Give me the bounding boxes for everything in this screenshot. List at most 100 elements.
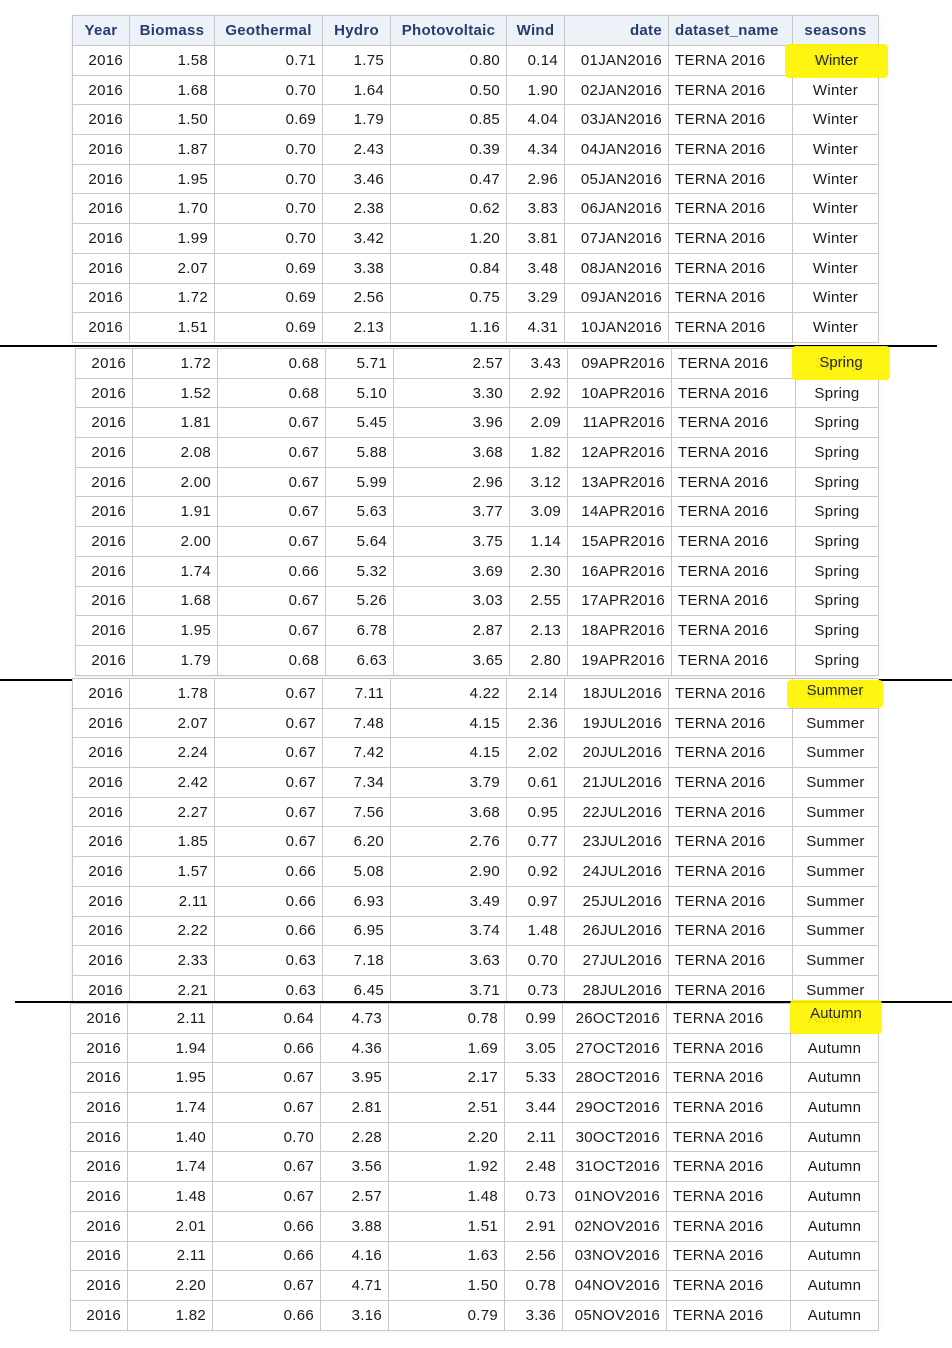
cell-dataset-name: TERNA 2016	[671, 526, 796, 557]
table-row[interactable]: 2016 2.24 0.67 7.42 4.15 2.02 20JUL2016 TERNA 2…	[72, 737, 879, 769]
table-row[interactable]: 2016 2.08 0.67 5.88 3.68 1.82 12APR2016 TERNA 2…	[75, 437, 879, 468]
table-row[interactable]: 2016 1.52 0.68 5.10 3.30 2.92 10APR2016 TERNA 2…	[75, 377, 879, 409]
table-row[interactable]: 2016 1.74 0.67 2.81 2.51 3.44 29OCT2016 TERNA 2…	[70, 1092, 879, 1123]
cell-year: 2016	[75, 437, 133, 468]
table-row[interactable]: 2016 1.50 0.69 1.79 0.85 4.04 03JAN2016 TERNA 2…	[72, 104, 879, 136]
cell-hydro: 7.18	[322, 945, 391, 976]
table-row[interactable]: 2016 2.42 0.67 7.34 3.79 0.61 21JUL2016 TERNA 2…	[72, 767, 879, 798]
table-row[interactable]: 2016 1.51 0.69 2.13 1.16 4.31 10JAN2016 TERNA 2…	[72, 312, 879, 343]
col-header-dataset-name[interactable]: dataset_name	[668, 15, 793, 46]
cell-biomass: 1.72	[129, 282, 215, 314]
cell-biomass: 1.99	[129, 223, 215, 254]
cell-photovoltaic: 2.87	[393, 615, 510, 646]
cell-date: 05NOV2016	[562, 1299, 667, 1331]
cell-biomass: 1.74	[127, 1092, 213, 1123]
table-row[interactable]: 2016 2.01 0.66 3.88 1.51 2.91 02NOV2016 TERNA 2…	[70, 1210, 879, 1242]
col-header-year[interactable]: Year	[72, 15, 130, 46]
col-header-biomass[interactable]: Biomass	[129, 15, 215, 46]
cell-biomass: 1.85	[129, 826, 215, 858]
cell-wind: 0.99	[504, 1003, 563, 1034]
cell-geothermal: 0.67	[214, 767, 323, 798]
cell-date: 16APR2016	[567, 555, 672, 587]
cell-season: Autumn	[790, 1121, 879, 1153]
cell-date: 08JAN2016	[564, 252, 669, 284]
cell-season: Summer	[792, 707, 879, 739]
cell-biomass: 1.52	[132, 377, 218, 409]
cell-date: 03JAN2016	[564, 104, 669, 136]
cell-hydro: 3.56	[320, 1151, 389, 1183]
cell-wind: 3.36	[504, 1299, 563, 1331]
table-row[interactable]: 2016 1.91 0.67 5.63 3.77 3.09 14APR2016 TERNA 2…	[75, 496, 879, 528]
table-row[interactable]: 2016 1.74 0.67 3.56 1.92 2.48 31OCT2016 TERNA 2…	[70, 1151, 879, 1183]
cell-hydro: 3.38	[322, 252, 391, 284]
table-row[interactable]: 2016 2.00 0.67 5.64 3.75 1.14 15APR2016 TERNA 2…	[75, 526, 879, 557]
table-row[interactable]: 2016 1.48 0.67 2.57 1.48 0.73 01NOV2016 TERNA 2…	[70, 1181, 879, 1212]
cell-date: 09APR2016	[567, 348, 672, 379]
table-row[interactable]: 2016 2.11 0.66 4.16 1.63 2.56 03NOV2016 TERNA 2…	[70, 1240, 879, 1272]
cell-year: 2016	[72, 193, 130, 225]
cell-date: 02JAN2016	[564, 74, 669, 106]
table-row[interactable]: 2016 1.58 0.71 1.75 0.80 0.14 01JAN2016 TERNA 2…	[72, 45, 879, 76]
table-row[interactable]: 2016 2.33 0.63 7.18 3.63 0.70 27JUL2016 TERNA 2…	[72, 945, 879, 976]
table-row[interactable]: 2016 1.78 0.67 7.11 4.22 2.14 18JUL2016 TERNA 2…	[72, 678, 879, 709]
table-row[interactable]: 2016 1.95 0.70 3.46 0.47 2.96 05JAN2016 TERNA 2…	[72, 163, 879, 195]
table-row[interactable]: 2016 1.82 0.66 3.16 0.79 3.36 05NOV2016 TERNA 2…	[70, 1299, 879, 1331]
table-row[interactable]: 2016 2.07 0.69 3.38 0.84 3.48 08JAN2016 TERNA 2…	[72, 252, 879, 284]
table-row[interactable]: 2016 2.20 0.67 4.71 1.50 0.78 04NOV2016 TERNA 2…	[70, 1270, 879, 1301]
table-row[interactable]: 2016 1.79 0.68 6.63 3.65 2.80 19APR2016 TERNA 2…	[75, 644, 879, 676]
cell-year: 2016	[72, 223, 130, 254]
table-row[interactable]: 2016 2.27 0.67 7.56 3.68 0.95 22JUL2016 TERNA 2…	[72, 796, 879, 828]
cell-geothermal: 0.69	[214, 282, 323, 314]
col-header-wind[interactable]: Wind	[506, 15, 565, 46]
cell-dataset-name: TERNA 2016	[666, 1062, 791, 1094]
cell-photovoltaic: 2.17	[388, 1062, 505, 1094]
table-row[interactable]: 2016 2.11 0.66 6.93 3.49 0.97 25JUL2016 TERNA 2…	[72, 885, 879, 917]
cell-wind: 2.56	[504, 1240, 563, 1272]
cell-hydro: 6.45	[322, 974, 391, 1006]
table-row[interactable]: 2016 1.40 0.70 2.28 2.20 2.11 30OCT2016 TERNA 2…	[70, 1121, 879, 1153]
table-row[interactable]: 2016 1.68 0.70 1.64 0.50 1.90 02JAN2016 TERNA 2…	[72, 74, 879, 106]
col-header-seasons[interactable]: seasons	[792, 15, 879, 46]
table-row[interactable]: 2016 1.95 0.67 3.95 2.17 5.33 28OCT2016 TERNA 2…	[70, 1062, 879, 1094]
table-row[interactable]: 2016 1.99 0.70 3.42 1.20 3.81 07JAN2016 TERNA 2…	[72, 223, 879, 254]
table-row[interactable]: 2016 2.07 0.67 7.48 4.15 2.36 19JUL2016 TERNA 2…	[72, 707, 879, 739]
cell-season: Autumn	[790, 1270, 879, 1301]
cell-photovoltaic: 1.92	[388, 1151, 505, 1183]
cell-date: 26JUL2016	[564, 915, 669, 947]
cell-hydro: 2.43	[322, 134, 391, 165]
table-row[interactable]: 2016 1.95 0.67 6.78 2.87 2.13 18APR2016 TERNA 2…	[75, 615, 879, 646]
col-header-photovoltaic[interactable]: Photovoltaic	[390, 15, 507, 46]
cell-year: 2016	[72, 45, 130, 76]
cell-season: Summer	[792, 767, 879, 798]
cell-dataset-name: TERNA 2016	[668, 74, 793, 106]
cell-year: 2016	[72, 163, 130, 195]
col-header-geothermal[interactable]: Geothermal	[214, 15, 323, 46]
col-header-hydro[interactable]: Hydro	[322, 15, 391, 46]
table-row[interactable]: 2016 1.94 0.66 4.36 1.69 3.05 27OCT2016 TERNA 2…	[70, 1032, 879, 1064]
cell-geothermal: 0.67	[212, 1151, 321, 1183]
cell-hydro: 5.45	[325, 407, 394, 439]
cell-season: Winter	[792, 163, 879, 195]
table-row[interactable]: 2016 1.72 0.69 2.56 0.75 3.29 09JAN2016 TERNA 2…	[72, 282, 879, 314]
col-header-date[interactable]: date	[564, 15, 669, 46]
table-row[interactable]: 2016 1.72 0.68 5.71 2.57 3.43 09APR2016 TERNA 2…	[75, 348, 879, 379]
cell-dataset-name: TERNA 2016	[668, 45, 793, 76]
cell-geothermal: 0.67	[214, 826, 323, 858]
table-row[interactable]: 2016 1.68 0.67 5.26 3.03 2.55 17APR2016 TERNA 2…	[75, 585, 879, 617]
table-row[interactable]: 2016 1.70 0.70 2.38 0.62 3.83 06JAN2016 TERNA 2…	[72, 193, 879, 225]
table-block-spring: 2016 1.72 0.68 5.71 2.57 3.43 09APR2016 TERNA 2…	[75, 348, 879, 676]
cell-dataset-name: TERNA 2016	[668, 252, 793, 284]
table-row[interactable]: 2016 1.87 0.70 2.43 0.39 4.34 04JAN2016 TERNA 2…	[72, 134, 879, 165]
cell-year: 2016	[75, 644, 133, 676]
table-row[interactable]: 2016 2.22 0.66 6.95 3.74 1.48 26JUL2016 TERNA 2…	[72, 915, 879, 947]
cell-season: Summer	[792, 945, 879, 976]
table-row[interactable]: 2016 1.57 0.66 5.08 2.90 0.92 24JUL2016 TERNA 2…	[72, 856, 879, 887]
table-row[interactable]: 2016 2.00 0.67 5.99 2.96 3.12 13APR2016 TERNA 2…	[75, 466, 879, 498]
cell-year: 2016	[72, 74, 130, 106]
table-row[interactable]: 2016 1.85 0.67 6.20 2.76 0.77 23JUL2016 TERNA 2…	[72, 826, 879, 858]
table-row[interactable]: 2016 2.21 0.63 6.45 3.71 0.73 28JUL2016 TERNA 2…	[72, 974, 879, 1006]
cell-hydro: 4.16	[320, 1240, 389, 1272]
table-row[interactable]: 2016 1.81 0.67 5.45 3.96 2.09 11APR2016 TERNA 2…	[75, 407, 879, 439]
table-row[interactable]: 2016 2.11 0.64 4.73 0.78 0.99 26OCT2016 TERNA 2…	[70, 1003, 879, 1034]
table-row[interactable]: 2016 1.74 0.66 5.32 3.69 2.30 16APR2016 TERNA 2…	[75, 555, 879, 587]
